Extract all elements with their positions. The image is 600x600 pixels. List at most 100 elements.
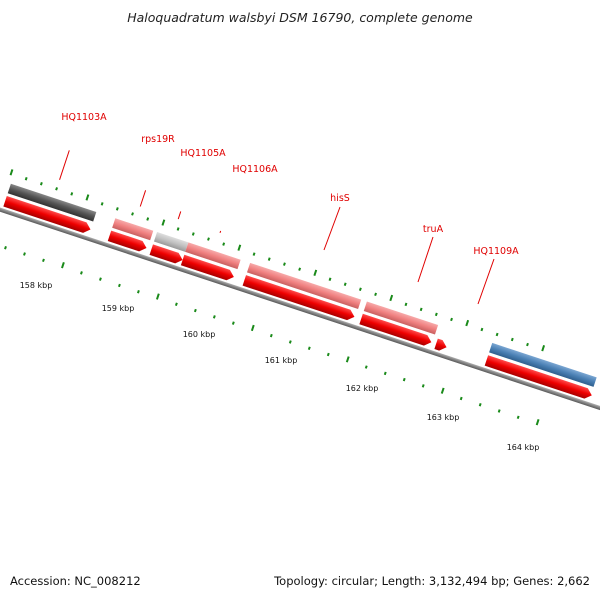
tick (39, 182, 43, 186)
kbp-label-159: 159 kbp (102, 304, 135, 313)
tick (404, 302, 408, 307)
tick (459, 396, 463, 401)
tick (85, 194, 90, 201)
cds-arrow-hiss[interactable] (242, 275, 357, 322)
tick (131, 212, 134, 216)
leader-hq1106a (219, 230, 222, 234)
tick (497, 409, 501, 413)
gene-label-trua[interactable]: truA (423, 224, 444, 235)
gene-box-hq1105a-upper[interactable] (153, 232, 189, 252)
tick (535, 419, 540, 426)
tick (283, 262, 286, 266)
cds-arrow-hq1103a[interactable] (3, 196, 92, 235)
leader-hq1105a (177, 211, 182, 220)
tick (421, 384, 425, 388)
cds-arrow-rps19r[interactable] (107, 230, 148, 254)
map-title: Haloquadratum walsbyi DSM 16790, complet… (127, 10, 473, 25)
tick (100, 202, 104, 206)
leader-hq1103a (59, 150, 70, 180)
tick (193, 308, 197, 313)
kbp-label-158: 158 kbp (20, 281, 53, 290)
gene-label-hq1103a[interactable]: HQ1103A (61, 112, 107, 123)
tick (70, 192, 74, 196)
tick (419, 307, 423, 312)
tick (117, 283, 121, 288)
tick (374, 292, 378, 297)
tick (383, 371, 387, 376)
tick (526, 342, 529, 347)
tick (55, 187, 58, 191)
tick (495, 332, 499, 337)
tick (440, 387, 445, 394)
tick (541, 344, 546, 352)
tick (328, 277, 332, 281)
tick (146, 217, 150, 221)
tick (42, 258, 45, 263)
lower-tick-row (4, 246, 540, 426)
tick (222, 242, 226, 246)
cds-arrow-hq1105a[interactable] (149, 244, 185, 265)
label-leaders (59, 150, 222, 234)
tick (191, 232, 195, 236)
tick (4, 246, 7, 250)
genome-summary-text: Topology: circular; Length: 3,132,494 bp… (273, 574, 590, 588)
gene-label-rps19r[interactable]: rps19R (141, 134, 175, 145)
tick (364, 365, 368, 369)
tick (161, 219, 166, 226)
tick (231, 321, 235, 325)
tick (358, 287, 362, 292)
gene-box-blue-upper[interactable] (489, 342, 597, 387)
tick (176, 227, 180, 231)
tick (465, 319, 470, 327)
tick (288, 340, 292, 344)
tick (155, 293, 160, 300)
tick (343, 282, 347, 287)
tick (237, 244, 242, 251)
kbp-label-163: 163 kbp (427, 413, 460, 422)
gene-label-layer: HQ1103A rps19R HQ1105A HQ1106A hisS truA… (61, 112, 519, 305)
kbp-label-160: 160 kbp (183, 330, 216, 339)
tick (136, 289, 140, 294)
gene-box-rps19r-upper[interactable] (112, 218, 154, 241)
tick (298, 267, 302, 271)
tick (510, 337, 514, 342)
tick (115, 207, 119, 211)
gene-label-hq1109a[interactable]: HQ1109A (473, 246, 519, 257)
gene-box-hiss-upper[interactable] (246, 262, 362, 310)
genome-track (0, 150, 600, 426)
tick (23, 252, 26, 256)
gene-label-hq1106a[interactable]: HQ1106A (232, 164, 278, 175)
tick (480, 327, 484, 332)
leader-trua (417, 236, 434, 283)
gene-label-hiss[interactable]: hisS (330, 193, 350, 204)
tick (345, 356, 350, 363)
tick (24, 177, 28, 181)
tick (174, 302, 178, 307)
tick (516, 415, 520, 420)
accession-text: Accession: NC_008212 (10, 574, 141, 588)
cds-strand (3, 196, 594, 400)
cds-arrow-hq1106a[interactable] (180, 254, 236, 282)
tick (326, 352, 330, 357)
gene-box-trua-upper[interactable] (363, 301, 439, 335)
kbp-label-161: 161 kbp (265, 356, 298, 365)
tick (402, 377, 406, 382)
tick (212, 315, 216, 319)
tick (267, 257, 271, 261)
tick (61, 262, 65, 269)
tick (434, 312, 438, 317)
cds-arrow-hq1109a[interactable] (434, 338, 448, 353)
gene-box-hq1103a-upper[interactable] (7, 183, 97, 222)
cds-arrow-next[interactable] (484, 355, 594, 400)
tick (313, 269, 318, 276)
gene-label-hq1105a[interactable]: HQ1105A (180, 148, 226, 159)
kbp-label-164: 164 kbp (507, 443, 540, 452)
cds-arrow-trua[interactable] (359, 313, 433, 348)
gene-box-hq1106a-upper[interactable] (185, 242, 241, 270)
tick (252, 252, 256, 256)
leader-hiss (323, 206, 341, 251)
tick (450, 317, 453, 322)
tick (9, 169, 14, 176)
upper-tick-row (9, 169, 546, 352)
